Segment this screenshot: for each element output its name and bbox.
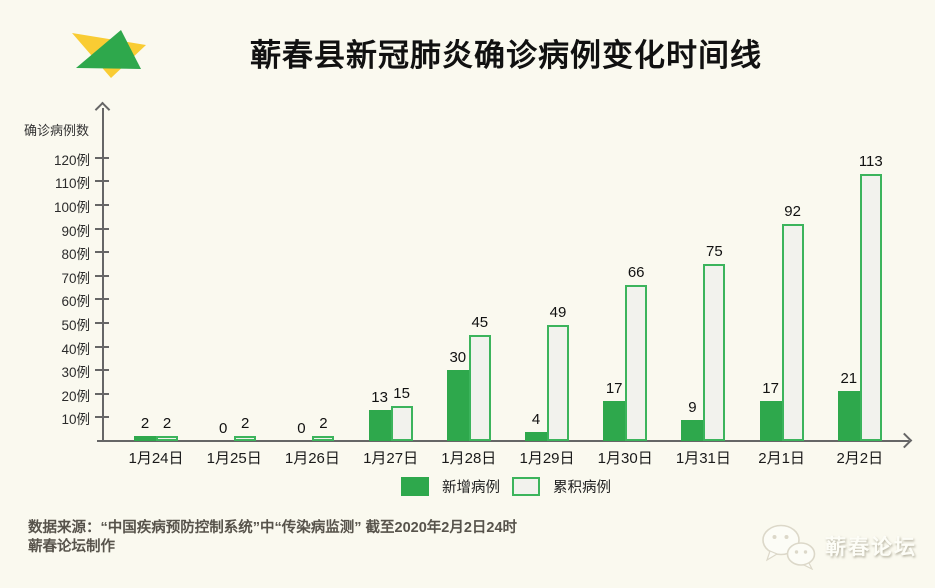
bar-new-cases: [837, 391, 860, 441]
x-axis-category-label: 2月2日: [836, 450, 884, 467]
y-tick-label: 30例: [61, 365, 90, 381]
y-tick-label: 40例: [61, 341, 90, 357]
legend-label-cumulative-cases: 累积病例: [553, 480, 611, 496]
bar-cumulative-cases: [625, 285, 648, 441]
page-title: 蕲春县新冠肺炎确诊病例变化时间线: [250, 38, 762, 73]
bar-new-cases: [759, 400, 782, 441]
value-label-new-cases: 21: [840, 370, 858, 388]
value-label-new-cases: 4: [531, 410, 541, 428]
y-tick-label: 120例: [53, 152, 90, 168]
data-source-line2: 蕲春论坛制作: [28, 539, 115, 555]
value-label-cumulative-cases: 75: [706, 243, 723, 260]
y-tick-label: 100例: [53, 200, 90, 215]
y-tick-label: 10例: [61, 412, 90, 428]
value-label-cumulative-cases: 113: [858, 153, 883, 171]
data-source-note: 数据来源：“中国疾病预防控制系统”中“传染病监测” 截至2020年2月2日24时…: [28, 519, 517, 557]
y-tick-label: 90例: [61, 223, 90, 239]
watermark-text: 蕲春论坛: [825, 536, 917, 559]
x-axis-category-label: 1月25日: [206, 450, 262, 467]
y-axis-arrow-icon: [94, 101, 111, 118]
value-label-new-cases: 30: [449, 349, 467, 367]
value-label-cumulative-cases: 2: [319, 415, 328, 433]
legend-label-new-cases: 新增病例: [442, 480, 500, 496]
x-axis-category-label: 2月1日: [758, 450, 805, 467]
logo-triangles-icon: [72, 30, 146, 78]
y-tick-mark: [95, 298, 109, 301]
value-label-cumulative-cases: 66: [627, 264, 645, 282]
x-axis-category-label: 1月27日: [363, 450, 419, 467]
y-tick-label: 110例: [54, 176, 90, 192]
x-axis-arrow-icon: [896, 432, 913, 449]
value-label-cumulative-cases: 2: [162, 415, 172, 433]
value-label-new-cases: 9: [688, 398, 697, 416]
bar-cumulative-cases: [156, 436, 178, 441]
bar-cumulative-cases: [390, 405, 413, 441]
bar-cumulative-cases: [859, 174, 882, 441]
y-tick-label: 20例: [61, 388, 90, 404]
qichun-forum-logo: [58, 16, 168, 98]
y-tick-mark: [95, 156, 109, 159]
value-label-new-cases: 17: [762, 379, 779, 397]
x-axis-category-label: 1月24日: [128, 450, 184, 467]
y-tick-mark: [95, 322, 109, 324]
wechat-icon: [762, 524, 816, 570]
bar-new-cases: [603, 400, 626, 441]
y-tick-mark: [95, 204, 109, 206]
y-tick-label: 80例: [61, 247, 90, 263]
x-axis-line: [97, 440, 909, 442]
y-tick-mark: [95, 251, 109, 254]
y-tick-mark: [95, 416, 109, 419]
x-axis-category-label: 1月30日: [597, 450, 653, 467]
legend-item-new-cases: 新增病例: [401, 476, 500, 497]
value-label-cumulative-cases: 49: [549, 304, 567, 322]
bar-new-cases: [368, 410, 391, 441]
x-axis-category-label: 1月31日: [675, 450, 731, 467]
value-label-cumulative-cases: 15: [393, 384, 410, 402]
y-axis-label: 确诊病例数: [24, 123, 90, 138]
bar-new-cases: [525, 431, 547, 441]
bar-cumulative-cases: [312, 436, 335, 441]
value-label-new-cases: 0: [219, 420, 228, 437]
bar-cumulative-cases: [781, 223, 804, 441]
cumulative-cases-swatch-icon: [512, 477, 540, 496]
data-source-line1: 数据来源：“中国疾病预防控制系统”中“传染病监测” 截至2020年2月2日24时: [28, 520, 518, 536]
y-tick-mark: [95, 392, 109, 395]
bar-new-cases: [681, 419, 704, 441]
y-tick-mark: [95, 369, 109, 372]
value-label-new-cases: 17: [605, 379, 623, 397]
x-axis-category-label: 1月26日: [284, 450, 340, 467]
value-label-new-cases: 2: [140, 415, 150, 433]
bar-cumulative-cases: [234, 436, 257, 441]
x-axis-category-label: 1月29日: [519, 450, 575, 467]
y-tick-label: 60例: [61, 294, 90, 310]
value-label-new-cases: 13: [371, 389, 388, 407]
bar-new-cases: [446, 370, 469, 441]
bar-new-cases: [134, 436, 156, 441]
bar-cumulative-cases: [468, 334, 491, 441]
x-axis-category-label: 1月28日: [441, 450, 497, 467]
new-cases-swatch-icon: [401, 477, 429, 496]
bar-cumulative-cases: [547, 325, 569, 441]
value-label-new-cases: 0: [297, 420, 306, 437]
legend-item-cumulative-cases: 累积病例: [512, 476, 611, 497]
y-tick-mark: [95, 345, 109, 348]
y-tick-mark: [95, 274, 109, 277]
value-label-cumulative-cases: 92: [784, 202, 801, 220]
y-tick-label: 50例: [61, 318, 90, 333]
legend: 新增病例 累积病例: [100, 476, 912, 497]
y-tick-label: 70例: [61, 270, 90, 286]
watermark: 蕲春论坛: [760, 522, 917, 570]
value-label-cumulative-cases: 45: [471, 313, 489, 331]
y-tick-mark: [95, 227, 109, 230]
bar-cumulative-cases: [703, 264, 726, 441]
y-tick-mark: [95, 180, 109, 183]
value-label-cumulative-cases: 2: [241, 415, 250, 433]
